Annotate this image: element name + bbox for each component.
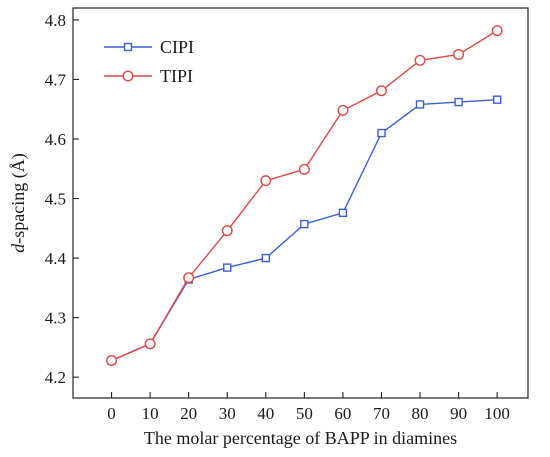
data-point-tipi	[375, 85, 387, 97]
x-tick-label: 100	[484, 404, 510, 423]
y-axis-label-rest: -spacing (Å)	[8, 153, 29, 243]
x-tick-label: 30	[219, 404, 236, 423]
y-tick-label: 4.7	[45, 70, 67, 89]
x-tick-label: 10	[142, 404, 159, 423]
series-tipi	[106, 25, 503, 366]
data-point-cipi	[300, 219, 309, 229]
data-point-cipi	[338, 208, 348, 218]
x-tick-label: 0	[107, 404, 116, 423]
x-tick-label: 90	[450, 404, 467, 423]
y-tick-label: 4.3	[45, 309, 66, 328]
data-point-tipi	[144, 338, 156, 350]
x-tick-label: 20	[180, 404, 197, 423]
y-axis-label-italic: d	[8, 243, 28, 253]
data-point-tipi	[106, 354, 118, 366]
data-point-cipi	[223, 263, 232, 272]
legend-label-tipi: TIPI	[160, 66, 193, 86]
x-tick-label: 80	[412, 404, 429, 423]
y-tick-label: 4.4	[45, 249, 67, 268]
data-point-tipi	[453, 48, 465, 60]
legend-marker-cipi	[123, 42, 133, 52]
legend-item-tipi: TIPI	[104, 66, 193, 86]
data-point-tipi	[414, 54, 426, 66]
series-cipi	[107, 95, 502, 365]
data-point-tipi	[183, 272, 195, 284]
x-tick-label: 40	[257, 404, 274, 423]
y-tick-label: 4.5	[45, 190, 66, 209]
series-line-cipi	[111, 98, 498, 362]
data-point-tipi	[337, 104, 349, 116]
data-point-tipi	[298, 163, 310, 175]
data-point-cipi	[454, 97, 463, 107]
data-point-tipi	[221, 225, 233, 237]
legend-label-cipi: CIPI	[160, 37, 194, 57]
legend: CIPI TIPI	[104, 37, 194, 86]
x-tick-label: 50	[296, 404, 313, 423]
legend-item-cipi: CIPI	[104, 37, 194, 57]
legend-marker-tipi	[122, 70, 134, 82]
x-tick-label: 70	[373, 404, 390, 423]
data-point-cipi	[492, 95, 502, 104]
data-point-cipi	[377, 128, 386, 138]
data-point-cipi	[261, 253, 270, 263]
axes: 0 10 20 30 40 50 60 70 80 90 100 4.2 4.3 4.4 4.5 4.6 4.7…	[45, 7, 529, 423]
data-point-cipi	[415, 100, 425, 109]
plot-frame	[72, 7, 529, 399]
x-tick-label: 60	[334, 404, 351, 423]
plot-area	[106, 25, 503, 366]
y-tick-label: 4.8	[45, 11, 66, 30]
y-tick-label: 4.2	[45, 368, 66, 387]
data-point-tipi	[260, 175, 272, 187]
data-point-tipi	[491, 25, 503, 37]
x-axis-label: The molar percentage of BAPP in diamines	[144, 428, 457, 448]
y-axis-label: d-spacing (Å)	[8, 153, 29, 252]
y-tick-label: 4.6	[45, 130, 66, 149]
